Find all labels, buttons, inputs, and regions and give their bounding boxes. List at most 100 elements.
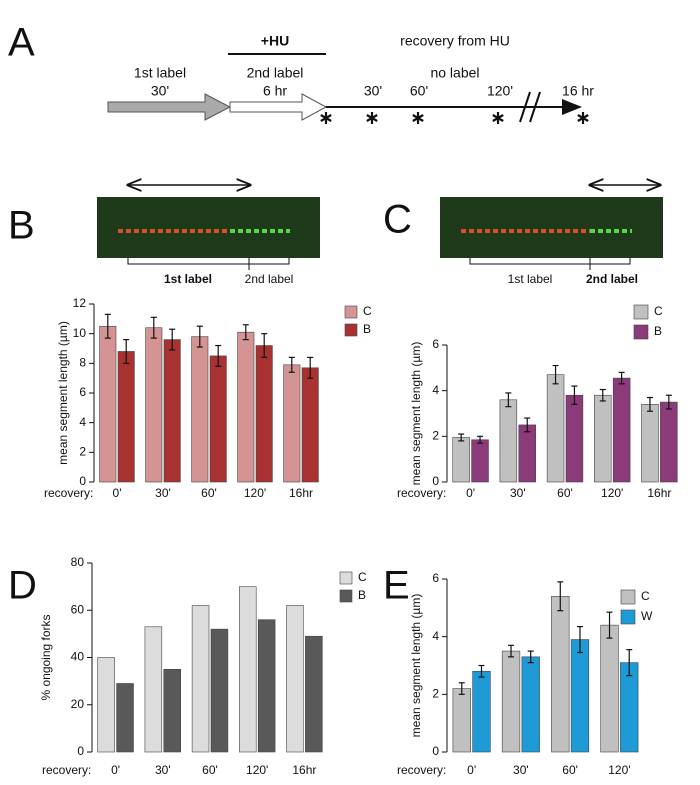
error-bar	[123, 339, 130, 364]
x-tick-label: 0'	[113, 486, 122, 500]
error-bar	[458, 433, 465, 442]
error-bar	[478, 664, 485, 678]
panel-letter: A	[8, 21, 35, 65]
bar	[472, 670, 491, 753]
label-text: 2nd label	[247, 65, 304, 81]
error-bar	[169, 328, 176, 351]
error-bar	[307, 356, 314, 379]
y-tick-label: 10	[73, 326, 87, 340]
x-tick-label: 30'	[510, 486, 526, 500]
second-arrow	[229, 93, 328, 121]
panel-letter: E	[383, 564, 410, 608]
bar	[565, 394, 584, 483]
bar	[594, 394, 612, 483]
bar	[301, 367, 319, 483]
y-tick-label: 4	[79, 415, 86, 429]
bar	[305, 635, 323, 753]
x-tick-label: 30'	[155, 763, 171, 777]
y-tick-label: 2	[432, 429, 439, 443]
x-tick-label: 0'	[466, 486, 475, 500]
error-bar	[215, 344, 222, 367]
error-bar	[571, 385, 578, 405]
error-bar	[508, 644, 515, 658]
asterisk-stroke	[412, 114, 424, 122]
x-tick-label: 0'	[467, 763, 476, 777]
bar	[209, 355, 227, 483]
error-bar	[196, 325, 203, 348]
break-mark	[519, 91, 531, 123]
legend-swatch	[633, 304, 649, 320]
y-tick-label: 12	[73, 296, 87, 310]
error-bar	[618, 371, 625, 385]
segment-label: 2nd label	[586, 272, 638, 286]
legend-label: C	[363, 304, 372, 318]
legend-swatch	[620, 609, 636, 625]
asterisk-stroke	[577, 114, 589, 122]
y-tick-label: 8	[79, 356, 86, 370]
bar	[452, 688, 471, 753]
scale-bracket	[127, 258, 290, 265]
panel-letter: D	[8, 564, 37, 608]
y-tick-label: 4	[432, 629, 439, 643]
x-axis-label: recovery:	[397, 486, 446, 500]
error-bar	[552, 364, 559, 385]
bar	[163, 669, 181, 753]
y-tick-label: 4	[432, 383, 439, 397]
bar	[257, 619, 276, 753]
bar	[286, 605, 304, 753]
segment-label: 1st label	[508, 272, 553, 286]
x-axis-label: recovery:	[42, 763, 91, 777]
error-bar	[458, 682, 465, 695]
fiber-image	[440, 197, 663, 258]
bar	[97, 657, 115, 753]
break-mark	[529, 91, 541, 123]
bar	[163, 339, 181, 483]
asterisk-stroke	[492, 114, 504, 122]
bar	[518, 424, 536, 483]
x-tick-label: 120'	[601, 486, 623, 500]
x-tick-label: 120'	[608, 763, 630, 777]
legend-swatch	[339, 571, 353, 585]
bar	[641, 404, 659, 483]
bar	[116, 683, 134, 753]
time-label: 120'	[487, 83, 513, 99]
x-axis-label: recovery:	[44, 486, 93, 500]
bar	[144, 626, 163, 753]
error-bar	[599, 388, 606, 402]
bar	[191, 336, 209, 483]
legend-label: C	[654, 304, 663, 318]
legend-swatch	[620, 589, 636, 605]
bar	[570, 639, 590, 753]
y-tick-label: 6	[432, 337, 439, 351]
asterisk-stroke	[366, 114, 378, 122]
bar	[237, 331, 255, 483]
y-tick-label: 2	[79, 445, 86, 459]
recovery-title: recovery from HU	[400, 33, 510, 49]
x-tick-label: 16hr	[289, 486, 313, 500]
y-tick-label: 80	[71, 555, 85, 569]
bar	[600, 624, 619, 753]
legend-swatch	[633, 324, 649, 340]
bar	[145, 327, 163, 483]
y-tick-label: 0	[79, 474, 86, 488]
x-tick-label: 120'	[244, 486, 266, 500]
error-bar	[261, 333, 268, 358]
error-bar	[150, 316, 157, 339]
y-axis-label: mean segment length (µm)	[409, 342, 423, 486]
y-axis-label: mean segment length (µm)	[56, 321, 70, 465]
legend-label: C	[358, 570, 367, 584]
scale-bracket	[469, 258, 631, 265]
x-axis-label: recovery:	[397, 763, 446, 777]
error-bar	[524, 417, 531, 433]
bar	[501, 650, 521, 753]
treatment: +HU	[261, 33, 289, 49]
bar	[612, 377, 631, 483]
error-bar	[626, 649, 633, 677]
error-bar	[104, 313, 111, 339]
x-tick-label: 0'	[111, 763, 120, 777]
panel-letter: C	[383, 198, 412, 242]
legend-swatch	[344, 305, 358, 319]
legend-label: W	[641, 609, 653, 623]
y-tick-label: 0	[432, 474, 439, 488]
